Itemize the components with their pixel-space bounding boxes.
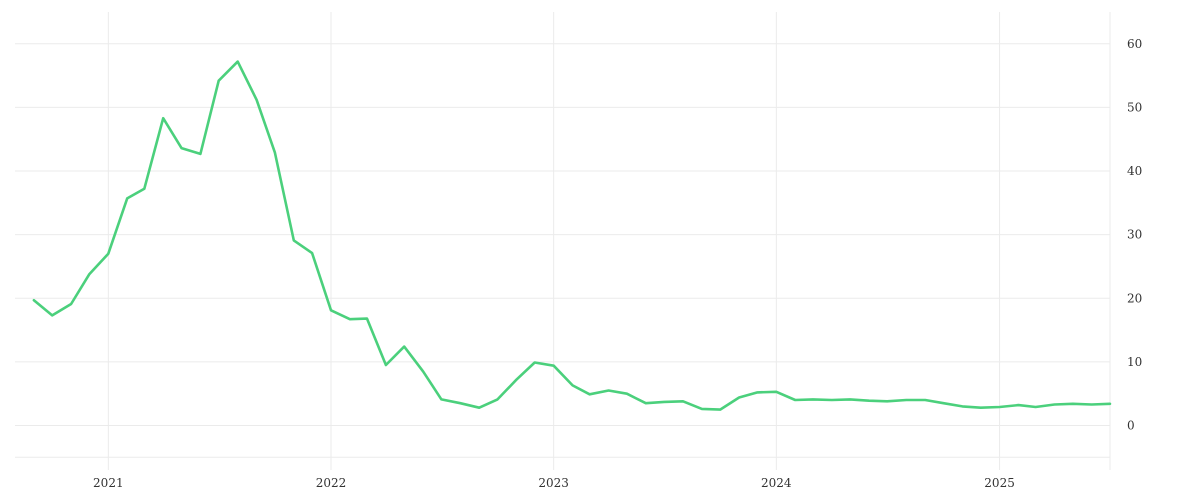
x-tick-label: 2024 <box>761 476 792 490</box>
y-tick-label: 40 <box>1127 164 1142 178</box>
x-tick-label: 2023 <box>538 476 569 490</box>
x-tick-label: 2025 <box>984 476 1015 490</box>
y-tick-label: 0 <box>1127 418 1135 432</box>
y-tick-label: 60 <box>1127 37 1142 51</box>
series-layer <box>32 60 1112 411</box>
y-tick-label: 10 <box>1127 355 1142 369</box>
y-tick-label: 30 <box>1127 228 1142 242</box>
y-tick-label: 50 <box>1127 100 1142 114</box>
x-tick-label: 2022 <box>316 476 347 490</box>
grid-layer <box>15 12 1111 470</box>
y-tick-label: 20 <box>1127 291 1142 305</box>
x-axis: 2021 2022 2023 2024 2025 <box>93 476 1015 490</box>
y-axis: 0 10 20 30 40 50 60 <box>1127 37 1142 433</box>
series-line <box>32 60 1112 411</box>
x-tick-label: 2021 <box>93 476 124 490</box>
